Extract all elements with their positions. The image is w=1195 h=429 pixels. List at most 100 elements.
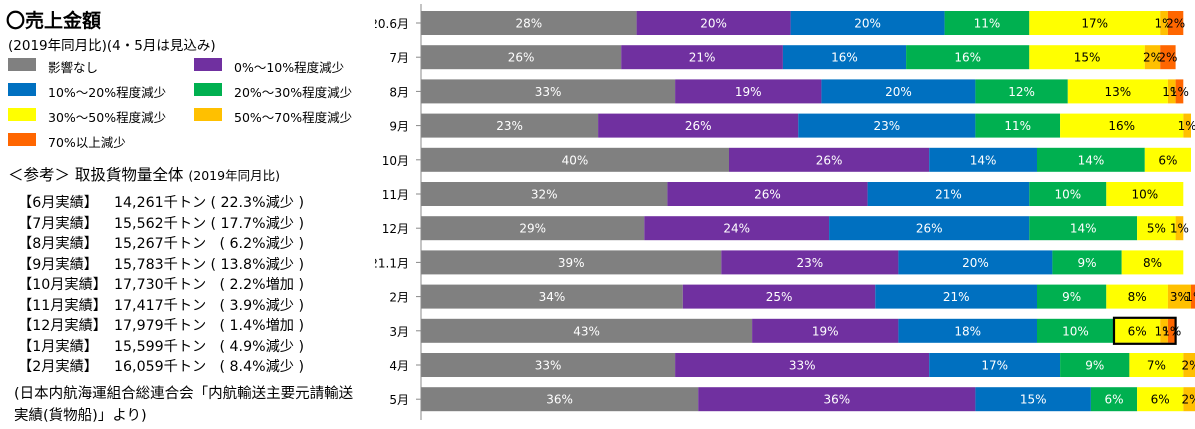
data-label: 2% xyxy=(1166,17,1185,31)
data-label: 6% xyxy=(1104,393,1123,407)
bar-segment xyxy=(1129,353,1184,377)
reference-title: ＜参考＞ 取扱貨物量全体 (2019年同月比) xyxy=(8,163,280,185)
data-label: 6% xyxy=(1128,324,1147,338)
data-label: 9% xyxy=(1078,256,1097,270)
reference-change: ( 1.4%増加 ) xyxy=(219,318,304,334)
bar-segment xyxy=(1183,113,1191,138)
data-label: 26% xyxy=(816,153,843,167)
data-label: 32% xyxy=(531,188,558,202)
bar-segment xyxy=(1183,353,1195,377)
data-label: 40% xyxy=(562,153,589,167)
data-label: 16% xyxy=(831,51,858,65)
bar-segment xyxy=(1052,250,1122,275)
bar-segment xyxy=(1029,45,1145,70)
legend-swatch xyxy=(8,83,36,96)
bar-segment xyxy=(975,387,1091,412)
data-label: 11% xyxy=(974,17,1001,31)
data-label: 36% xyxy=(546,393,573,407)
reference-row: 【12月実績】 17,979千トン ( 1.4%増加 ) xyxy=(18,315,358,335)
bar-segment xyxy=(898,250,1053,275)
data-label: 21% xyxy=(689,51,716,65)
data-label: 11% xyxy=(1004,119,1031,133)
reference-month: 【9月実績】 xyxy=(18,256,98,273)
bar-segment xyxy=(421,284,683,309)
data-label: 14% xyxy=(970,153,997,167)
bar-segment xyxy=(421,147,729,172)
bar-segment xyxy=(1106,284,1168,309)
reference-volume: 15,267千トン xyxy=(114,236,207,252)
reference-month: 【11月実績】 xyxy=(18,297,107,314)
bar-segment xyxy=(929,147,1037,172)
bar-segment xyxy=(421,318,753,343)
data-label: 21% xyxy=(943,290,970,304)
legend-swatch xyxy=(8,58,36,71)
bar-segment xyxy=(421,11,637,35)
data-label: 23% xyxy=(797,256,824,270)
bar-segment xyxy=(1191,284,1195,309)
data-label: 23% xyxy=(496,119,523,133)
bar-segment xyxy=(1137,387,1184,412)
bar-segment xyxy=(729,147,930,172)
data-label: 26% xyxy=(754,188,781,202)
data-label: 19% xyxy=(735,85,762,99)
category-label: 2020.6月 xyxy=(375,17,409,31)
bar-segment xyxy=(421,387,699,412)
bar-segment xyxy=(1060,353,1130,377)
bar-segment xyxy=(1167,318,1176,343)
reference-change: ( 6.2%減少 ) xyxy=(219,236,304,252)
reference-volume: 17,979千トン xyxy=(114,318,207,334)
bar-segment xyxy=(644,216,830,241)
bar-segment xyxy=(867,182,1030,206)
data-label: 2% xyxy=(1143,51,1162,65)
data-label: 29% xyxy=(519,222,546,236)
bar-segment xyxy=(1106,182,1184,206)
bar-segment xyxy=(1144,45,1161,70)
bar-segment xyxy=(421,353,676,377)
data-label: 1% xyxy=(1170,85,1189,99)
legend-swatch xyxy=(8,133,36,146)
reference-month: 【1月実績】 xyxy=(18,338,98,355)
bar-segment xyxy=(1060,113,1184,138)
reference-change: ( 2.2%増加 ) xyxy=(219,277,304,293)
data-label: 1% xyxy=(1162,324,1181,338)
legend-swatch xyxy=(194,108,222,121)
bar-segment xyxy=(975,79,1068,104)
legend-label: 影響なし xyxy=(48,60,99,75)
bar-segment xyxy=(421,113,599,138)
bar-segment xyxy=(1167,79,1176,104)
reference-volume: 17,417千トン xyxy=(114,297,207,314)
bar-segment xyxy=(1121,250,1184,275)
bar-segment xyxy=(1029,11,1161,35)
bar-segment xyxy=(421,216,645,241)
bar-segment xyxy=(1160,45,1176,70)
bar-segment xyxy=(421,45,622,70)
left-panel: 〇売上金額 (2019年同月比)(4・5月は見込み) 影響なし 0%～10%程度減… xyxy=(0,0,375,429)
data-label: 2% xyxy=(1181,359,1195,373)
legend-label: 50%～70%程度減少 xyxy=(234,110,353,125)
reference-row: 【6月実績】 14,261千トン( 22.3%減少 ) xyxy=(18,192,358,212)
data-label: 20% xyxy=(885,85,912,99)
reference-volume: 14,261千トン xyxy=(114,195,207,211)
bar-segment xyxy=(1067,79,1168,104)
category-label: 10月 xyxy=(382,154,409,168)
bar-segment xyxy=(752,318,899,343)
data-label: 17% xyxy=(981,359,1008,373)
reference-row: 【11月実績】 17,417千トン ( 3.9%減少 ) xyxy=(18,295,358,315)
legend-label: 30%～50%程度減少 xyxy=(48,110,167,125)
data-label: 39% xyxy=(558,256,585,270)
data-label: 16% xyxy=(1108,119,1135,133)
data-label: 1% xyxy=(1185,290,1195,304)
bar-segment xyxy=(1029,182,1107,206)
data-label: 9% xyxy=(1062,290,1081,304)
data-label: 2% xyxy=(1181,393,1195,407)
data-label: 8% xyxy=(1143,256,1162,270)
reference-volume: 17,730千トン xyxy=(114,277,207,293)
reference-month: 【10月実績】 xyxy=(18,277,107,293)
bar-segment xyxy=(636,11,791,35)
data-label: 15% xyxy=(1074,51,1101,65)
reference-note: (2019年同月比) xyxy=(188,168,280,183)
bar-segment xyxy=(675,79,822,104)
legend-label: 70%以上減少 xyxy=(48,135,126,150)
bar-segment xyxy=(1144,147,1191,172)
bar-segment xyxy=(682,284,876,309)
